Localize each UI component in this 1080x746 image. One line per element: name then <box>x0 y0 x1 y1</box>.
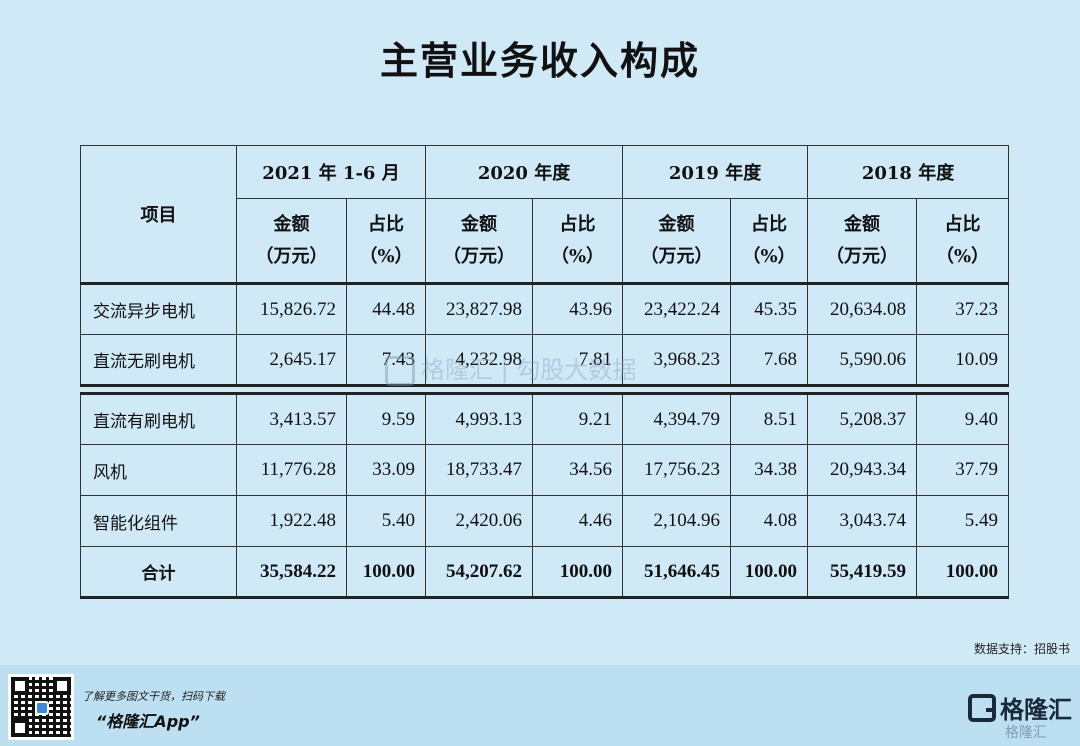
total-label: 合计 <box>80 546 237 599</box>
amount-cell: 55,419.59 <box>807 546 918 599</box>
ratio-cell: 100.00 <box>345 546 427 599</box>
ratio-cell: 9.59 <box>345 392 427 445</box>
amount-cell: 2,420.06 <box>425 495 534 547</box>
row-label: 直流有刷电机 <box>80 392 237 445</box>
amount-cell: 11,776.28 <box>236 444 347 496</box>
data-source: 数据支持：招股书 <box>973 642 1070 656</box>
footer-bar <box>0 665 1080 746</box>
amount-cell: 4,232.98 <box>425 334 534 387</box>
amount-cell: 18,733.47 <box>425 444 534 496</box>
page-title: 主营业务收入构成 <box>379 39 700 83</box>
item-header: 项目 <box>80 145 237 284</box>
amount-cell: 5,590.06 <box>807 334 918 387</box>
amount-cell: 15,826.72 <box>236 282 347 335</box>
amount-cell: 51,646.45 <box>622 546 732 599</box>
table-row: 直流有刷电机 3,413.57 9.59 4,993.13 9.21 4,394… <box>80 392 1010 445</box>
ratio-header: 占比 （%） <box>532 198 624 284</box>
amount-cell: 3,043.74 <box>807 495 918 547</box>
ratio-header: 占比 （%） <box>916 198 1010 284</box>
ratio-cell: 9.21 <box>532 392 624 445</box>
period-header: 2018 年度 <box>807 145 1010 199</box>
ratio-cell: 7.81 <box>532 334 624 387</box>
amount-cell: 20,943.34 <box>807 444 918 496</box>
ratio-cell: 8.51 <box>730 392 809 445</box>
amount-cell: 23,827.98 <box>425 282 534 335</box>
amount-cell: 5,208.37 <box>807 392 918 445</box>
amount-cell: 2,645.17 <box>236 334 347 387</box>
amount-header: 金额 （万元） <box>236 198 347 284</box>
table-gap <box>81 386 1009 394</box>
ratio-cell: 45.35 <box>730 282 809 335</box>
amount-cell: 23,422.24 <box>622 282 732 335</box>
period-header: 2021 年 1-6 月 <box>235 145 427 199</box>
amount-header: 金额 （万元） <box>622 198 732 284</box>
ratio-cell: 10.09 <box>916 334 1010 387</box>
row-label: 风机 <box>80 444 237 496</box>
ratio-cell: 34.38 <box>730 444 809 496</box>
row-label: 交流异步电机 <box>80 282 237 335</box>
revenue-table: 项目 2021 年 1-6 月 2020 年度 2019 年度 2018 年度 … <box>80 145 1010 599</box>
period-header: 2020 年度 <box>425 145 624 199</box>
ratio-cell: 100.00 <box>532 546 624 599</box>
amount-cell: 4,394.79 <box>622 392 732 445</box>
brand-logo: 格隆汇 <box>968 690 1072 725</box>
table-row: 智能化组件 1,922.48 5.40 2,420.06 4.46 2,104.… <box>80 495 1010 547</box>
ratio-cell: 44.48 <box>345 282 427 335</box>
row-label: 直流无刷电机 <box>80 334 237 387</box>
ratio-cell: 4.08 <box>730 495 809 547</box>
amount-cell: 1,922.48 <box>236 495 347 547</box>
amount-cell: 35,584.22 <box>236 546 347 599</box>
ratio-cell: 9.40 <box>916 392 1010 445</box>
watermark: 格隆汇 | 勾股大数据 <box>385 350 636 386</box>
brand-g-icon <box>968 693 996 722</box>
ratio-cell: 37.23 <box>916 282 1010 335</box>
ratio-header: 占比 （%） <box>730 198 809 284</box>
ratio-cell: 5.40 <box>345 495 427 547</box>
amount-cell: 2,104.96 <box>622 495 732 547</box>
ratio-cell: 43.96 <box>532 282 624 335</box>
amount-cell: 54,207.62 <box>425 546 534 599</box>
footer-promo-text: 了解更多图文干货，扫码下载 <box>82 690 225 703</box>
corner-watermark: 格隆汇 <box>1005 725 1047 741</box>
total-row: 合计 35,584.22 100.00 54,207.62 100.00 51,… <box>80 546 1010 599</box>
table-row: 交流异步电机 15,826.72 44.48 23,827.98 43.96 2… <box>80 282 1010 335</box>
amount-cell: 3,968.23 <box>622 334 732 387</box>
footer-app-name: “格隆汇App” <box>96 712 200 731</box>
qr-code-icon[interactable] <box>8 674 74 740</box>
table-row: 直流无刷电机 2,645.17 7.43 4,232.98 7.81 3,968… <box>80 334 1010 387</box>
amount-cell: 20,634.08 <box>807 282 918 335</box>
watermark-logo-icon <box>385 356 415 386</box>
amount-cell: 4,993.13 <box>425 392 534 445</box>
period-header: 2019 年度 <box>622 145 809 199</box>
ratio-cell: 5.49 <box>916 495 1010 547</box>
ratio-cell: 33.09 <box>345 444 427 496</box>
amount-header: 金额 （万元） <box>425 198 534 284</box>
ratio-cell: 4.46 <box>532 495 624 547</box>
row-label: 智能化组件 <box>80 495 237 547</box>
amount-header: 金额 （万元） <box>807 198 918 284</box>
ratio-cell: 100.00 <box>916 546 1010 599</box>
table-row: 风机 11,776.28 33.09 18,733.47 34.56 17,75… <box>80 444 1010 496</box>
amount-cell: 17,756.23 <box>622 444 732 496</box>
ratio-header: 占比 （%） <box>345 198 427 284</box>
amount-cell: 3,413.57 <box>236 392 347 445</box>
ratio-cell: 7.68 <box>730 334 809 387</box>
ratio-cell: 34.56 <box>532 444 624 496</box>
ratio-cell: 37.79 <box>916 444 1010 496</box>
ratio-cell: 100.00 <box>730 546 809 599</box>
